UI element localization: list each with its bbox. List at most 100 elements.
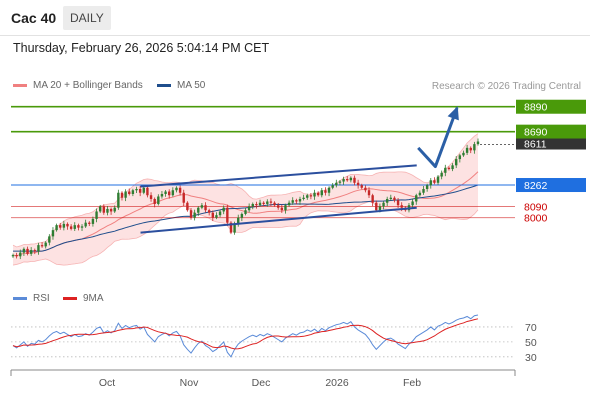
candle-body xyxy=(346,179,349,181)
candle-body xyxy=(280,207,284,211)
candle-body xyxy=(444,167,447,173)
legend-ma50-label: MA 50 xyxy=(177,80,206,91)
period-badge[interactable]: DAILY xyxy=(63,6,111,30)
legend-rsi-ma-label: 9MA xyxy=(83,293,104,304)
projection-arrow xyxy=(417,107,459,169)
candle-body xyxy=(124,191,127,198)
candle-body xyxy=(349,177,353,181)
candle-body xyxy=(229,222,233,233)
candle-body xyxy=(197,207,200,213)
copyright: Research © 2026 Trading Central xyxy=(431,81,581,92)
candle-body xyxy=(473,144,476,151)
candle-body xyxy=(273,202,276,206)
candle-body xyxy=(302,197,305,199)
candle-body xyxy=(476,141,480,145)
candle-body xyxy=(178,187,182,193)
candle-body xyxy=(375,202,378,211)
trend-channel-upper xyxy=(140,164,417,188)
candle-body xyxy=(255,203,258,206)
candle-body xyxy=(95,211,98,219)
candle-body xyxy=(371,195,374,203)
candle-body xyxy=(324,190,327,193)
candle-body xyxy=(251,203,254,207)
candle-body xyxy=(19,252,22,257)
legend-rsi-ma: 9MA xyxy=(63,293,104,304)
candle-body xyxy=(233,223,236,233)
candle-body xyxy=(160,193,164,197)
candle-body xyxy=(182,192,185,203)
candle-body xyxy=(175,187,178,191)
candle-body xyxy=(15,255,18,257)
legend-ma50: MA 50 xyxy=(157,80,205,91)
candle-body xyxy=(309,195,313,197)
candle-body xyxy=(29,250,33,254)
level-box-8890 xyxy=(516,99,586,114)
candle-body xyxy=(247,206,251,211)
rsi-ma-line xyxy=(12,318,479,350)
candle-body xyxy=(37,245,40,252)
x-tick-label: Dec xyxy=(252,377,271,389)
candle-body xyxy=(149,195,153,199)
candle-body xyxy=(237,217,240,224)
candle-body xyxy=(451,165,454,170)
candle-body xyxy=(204,205,207,211)
candle-body xyxy=(157,196,160,204)
ma50-swatch-icon xyxy=(157,84,171,87)
candle-body xyxy=(353,177,356,183)
level-box-8690 xyxy=(516,124,586,139)
x-tick-label: Feb xyxy=(403,377,421,389)
trend-channel-lower xyxy=(140,206,417,234)
rsi-ma-swatch-icon xyxy=(63,297,77,300)
candle-body xyxy=(298,198,302,202)
candle-body xyxy=(146,187,149,196)
candle-body xyxy=(360,185,363,188)
candle-body xyxy=(153,198,156,204)
timestamp: Thursday, February 26, 2026 5:04:14 PM C… xyxy=(13,41,270,55)
level-box-8262 xyxy=(516,178,586,193)
candle-body xyxy=(364,187,367,191)
candle-body xyxy=(306,195,309,198)
rsi-tick-30: 30 xyxy=(525,352,537,364)
candle-body xyxy=(55,225,58,231)
candle-body xyxy=(91,218,95,224)
candle-body xyxy=(356,182,360,186)
candle-body xyxy=(66,223,69,227)
candle-body xyxy=(171,190,175,196)
candle-body xyxy=(164,191,167,194)
candle-body xyxy=(211,212,215,218)
ma50-line xyxy=(13,184,479,252)
candle-body xyxy=(455,159,458,166)
last-price-label: 8611 xyxy=(524,139,547,151)
candle-body xyxy=(385,198,389,203)
candle-body xyxy=(422,189,425,193)
rsi-panel: 70 50 30 xyxy=(11,314,537,364)
candle-body xyxy=(33,250,36,252)
candle-body xyxy=(400,205,403,208)
level-label-8000: 8000 xyxy=(524,213,548,225)
candle-body xyxy=(106,208,109,213)
projection-arrow-head-icon xyxy=(447,106,459,121)
candle-body xyxy=(269,201,273,203)
candle-body xyxy=(425,185,429,190)
rsi-tick-70: 70 xyxy=(525,322,537,334)
candle-body xyxy=(276,205,280,208)
candle-body xyxy=(26,248,29,254)
candle-body xyxy=(98,206,102,212)
candle-body xyxy=(266,201,269,204)
legend-rsi: RSI xyxy=(13,293,50,304)
rsi-swatch-icon xyxy=(13,297,27,300)
candle-body xyxy=(48,236,51,243)
candle-body xyxy=(327,187,331,193)
ma20-swatch-icon xyxy=(13,84,27,87)
candle-body xyxy=(226,207,229,223)
candle-body xyxy=(117,192,120,208)
candle-body xyxy=(436,176,440,183)
candle-body xyxy=(440,172,443,177)
x-tick-label: 2026 xyxy=(325,377,349,389)
candle-body xyxy=(84,222,87,227)
level-label-8690: 8690 xyxy=(524,127,548,139)
candle-body xyxy=(135,189,138,191)
candle-body xyxy=(313,192,316,197)
candle-body xyxy=(215,215,218,218)
